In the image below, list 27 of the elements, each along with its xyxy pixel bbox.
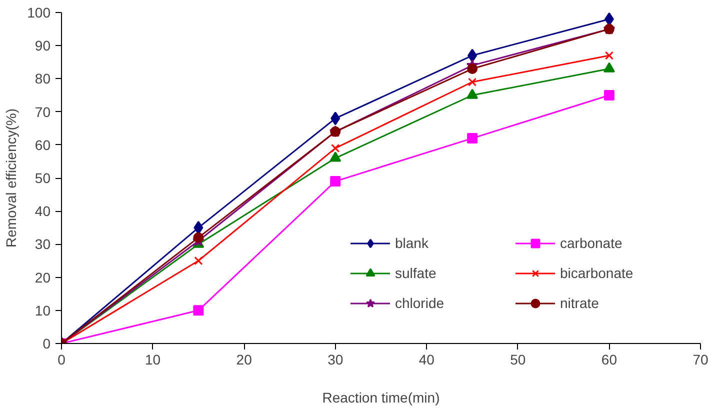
x-tick-label: 30 (328, 352, 344, 368)
y-tick-label: 50 (34, 170, 51, 186)
y-tick-label: 20 (34, 269, 51, 286)
legend-label: nitrate (560, 295, 600, 311)
y-axis-title: Removal efficiency(%) (3, 108, 20, 248)
y-tick-label: 0 (42, 336, 51, 352)
y-tick-label: 80 (34, 70, 51, 87)
x-tick-label: 20 (236, 352, 252, 368)
y-tick-label: 30 (34, 236, 51, 252)
y-tick-label: 60 (34, 136, 51, 153)
legend-label: sulfate (395, 265, 438, 281)
legend-label: blank (395, 235, 430, 251)
x-axis-title: Reaction time(min) (322, 390, 440, 406)
x-tick-label: 70 (692, 352, 708, 368)
legend-label: chloride (395, 295, 446, 311)
y-tick-label: 10 (34, 302, 51, 318)
legend-label: bicarbonate (560, 265, 634, 281)
x-tick-label: 10 (145, 352, 161, 368)
x-tick-label: 60 (601, 352, 618, 368)
y-tick-label: 90 (34, 38, 51, 54)
y-tick-label: 40 (34, 203, 51, 220)
y-tick-label: 70 (34, 104, 51, 120)
y-tick-label: 100 (27, 4, 51, 20)
legend-label: carbonate (560, 235, 624, 251)
x-tick-label: 50 (510, 352, 526, 368)
x-tick-label: 0 (58, 352, 66, 368)
x-tick-label: 40 (418, 352, 435, 368)
